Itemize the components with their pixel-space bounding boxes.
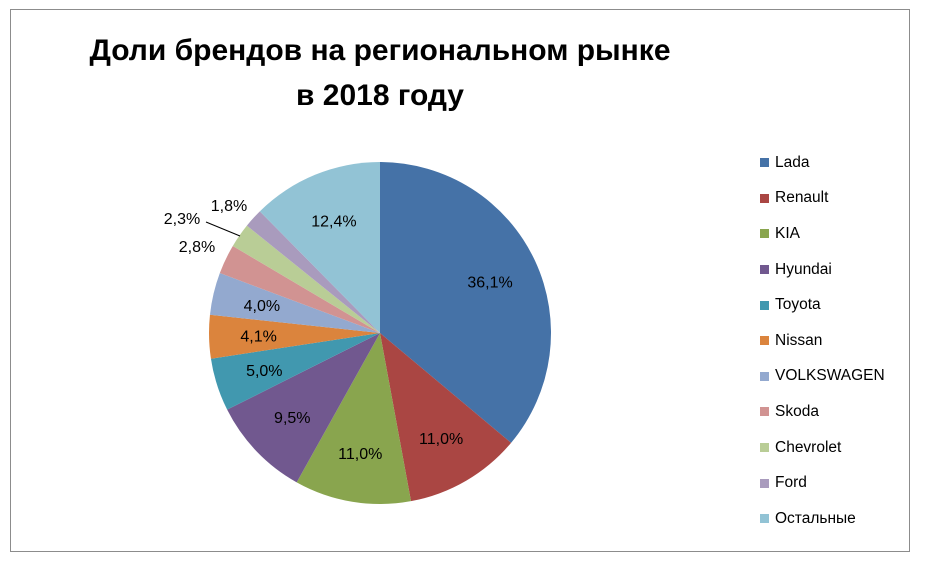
legend-item: VOLKSWAGEN xyxy=(760,359,885,395)
legend-label: Hyundai xyxy=(775,260,832,278)
legend-swatch xyxy=(760,514,769,524)
pie-slice-nissan xyxy=(209,314,380,359)
legend-swatch xyxy=(760,336,769,346)
pie-slice-volkswagen xyxy=(209,273,380,333)
legend-item: Hyundai xyxy=(760,252,885,288)
data-label: 1,8% xyxy=(211,198,247,215)
pie-slice-toyota xyxy=(210,333,380,410)
legend-label: Ford xyxy=(775,474,807,492)
data-label: 9,5% xyxy=(274,410,310,427)
legend-swatch xyxy=(760,407,769,417)
legend-label: Nissan xyxy=(775,331,823,349)
data-label: 11,0% xyxy=(338,446,382,463)
legend-item: Ford xyxy=(760,465,885,501)
legend-item: Chevrolet xyxy=(760,430,885,466)
data-label: 11,0% xyxy=(419,431,463,448)
pie-slice-renault xyxy=(380,333,512,502)
legend-item: Lada xyxy=(760,145,885,181)
pie-slice-skoda xyxy=(219,245,380,333)
chart-title: Доли брендов на региональном рынке в 201… xyxy=(40,28,720,118)
legend-label: Lada xyxy=(775,153,810,171)
pie-slice-ford xyxy=(246,211,380,333)
legend-swatch xyxy=(760,371,769,381)
legend-swatch xyxy=(760,300,769,310)
legend-label: VOLKSWAGEN xyxy=(775,367,885,385)
legend-item: Skoda xyxy=(760,394,885,430)
data-label: 12,4% xyxy=(311,214,356,231)
legend-swatch xyxy=(760,265,769,275)
chart-area xyxy=(10,9,910,552)
chart-title-line-2: в 2018 году xyxy=(296,79,464,112)
legend-label: Skoda xyxy=(775,402,819,420)
legend-swatch xyxy=(760,478,769,488)
pie-slice-hyundai xyxy=(227,333,380,483)
legend-swatch xyxy=(760,193,769,203)
legend-label: Chevrolet xyxy=(775,438,842,456)
legend-label: Остальные xyxy=(775,509,856,527)
leader-line xyxy=(205,221,241,237)
legend-item: Renault xyxy=(760,181,885,217)
legend-item: Toyota xyxy=(760,287,885,323)
data-label: 2,8% xyxy=(179,239,215,256)
pie-slice-chevrolet xyxy=(232,225,380,333)
data-label: 36,1% xyxy=(467,275,512,292)
legend-swatch xyxy=(760,229,769,239)
pie-slice-остальные xyxy=(259,162,380,333)
data-label: 5,0% xyxy=(246,363,282,380)
legend: Lada Renault KIA Hyundai Toyota Nissan VOLKSWA… xyxy=(760,145,885,537)
data-label: 4,1% xyxy=(240,329,276,346)
legend-label: Toyota xyxy=(775,296,821,314)
legend-item: Nissan xyxy=(760,323,885,359)
data-label: 4,0% xyxy=(244,298,280,315)
pie-slice-lada xyxy=(380,162,551,443)
pie-slice-kia xyxy=(296,333,411,504)
legend-label: KIA xyxy=(775,224,800,242)
chart-title-line-1: Доли брендов на региональном рынке xyxy=(89,34,671,67)
legend-swatch xyxy=(760,158,769,168)
legend-item: Остальные xyxy=(760,501,885,537)
legend-swatch xyxy=(760,443,769,453)
legend-label: Renault xyxy=(775,189,829,207)
data-label: 2,3% xyxy=(164,211,200,228)
legend-item: KIA xyxy=(760,216,885,252)
